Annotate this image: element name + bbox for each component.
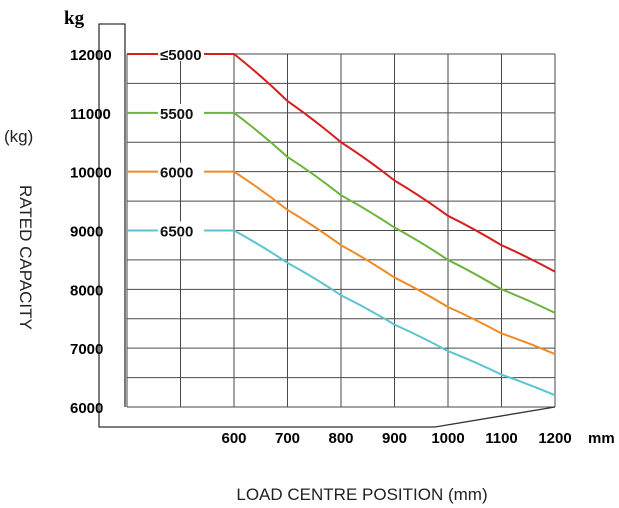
x-axis-title: LOAD CENTRE POSITION (mm) xyxy=(236,485,487,504)
series-line xyxy=(127,111,556,314)
y-tick-label: 8000 xyxy=(70,282,103,299)
series-lines: ≤5000 5500 6000 6500 xyxy=(127,45,556,397)
x-tick-label: 800 xyxy=(328,430,353,447)
series-line xyxy=(127,53,556,273)
series-line xyxy=(127,170,556,355)
y-tick-label: 7000 xyxy=(70,341,103,358)
series-label-bg xyxy=(158,162,204,179)
y-tick-label: 10000 xyxy=(70,165,112,182)
y-tick-label: 9000 xyxy=(70,224,103,241)
series-label: 5500 xyxy=(160,106,193,123)
x-tick-label: 700 xyxy=(275,430,300,447)
y-tick-label: 12000 xyxy=(70,47,112,64)
y-tick-label: 6000 xyxy=(70,400,103,417)
axis-bracket xyxy=(98,23,435,428)
series-label: 6500 xyxy=(160,224,193,241)
x-tick-label: 1100 xyxy=(485,430,518,447)
tick-labels: 12000 11000 10000 9000 8000 7000 6000 600 700 800… xyxy=(70,47,572,447)
axis-frame xyxy=(98,23,556,428)
series-line xyxy=(127,229,556,397)
series-label: ≤5000 xyxy=(160,47,202,64)
unit-side-label: (kg) xyxy=(4,127,33,146)
x-tick-label: 1000 xyxy=(431,430,464,447)
series-label-bg xyxy=(158,221,204,238)
x-unit-label: mm xyxy=(588,430,615,447)
y-tick-label: 11000 xyxy=(70,106,111,123)
x-tick-label: 600 xyxy=(221,430,246,447)
series-label-bg xyxy=(158,45,204,61)
unit-top-label: kg xyxy=(64,8,85,29)
series-label-bg xyxy=(158,103,204,120)
y-axis-title: RATED CAPACITY xyxy=(16,185,35,330)
x-tick-label: 1200 xyxy=(538,430,571,447)
x-tick-label: 900 xyxy=(382,430,407,447)
axis-slant xyxy=(434,406,556,428)
series-label: 6000 xyxy=(160,165,193,182)
